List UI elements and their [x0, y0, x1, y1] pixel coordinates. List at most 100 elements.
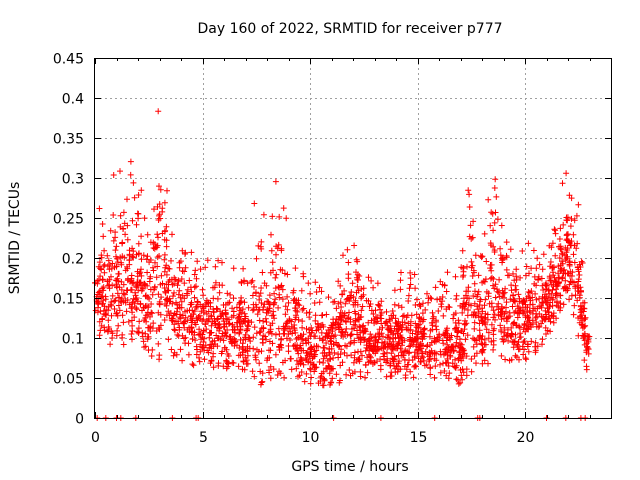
data-point: [158, 272, 165, 279]
data-point: [140, 252, 147, 259]
data-point: [368, 277, 375, 284]
data-point: [550, 310, 557, 317]
data-point: [106, 266, 113, 273]
data-point: [254, 311, 261, 318]
data-point: [543, 282, 550, 289]
data-point: [557, 307, 563, 314]
data-point: [471, 309, 478, 315]
data-point: [129, 328, 136, 334]
data-point: [181, 324, 188, 331]
data-point: [491, 185, 498, 191]
data-point: [571, 217, 578, 224]
data-point: [144, 231, 151, 238]
data-point: [208, 322, 215, 329]
data-point: [110, 212, 117, 218]
data-point: [182, 334, 189, 341]
data-point: [291, 296, 298, 303]
data-point: [464, 332, 471, 339]
data-point: [536, 323, 543, 330]
data-point: [151, 206, 157, 213]
data-point: [422, 348, 429, 355]
data-point: [194, 298, 201, 305]
data-point: [147, 286, 154, 293]
data-point: [392, 334, 399, 341]
data-point: [499, 287, 506, 294]
data-point: [403, 314, 410, 321]
data-point: [220, 337, 227, 344]
data-point: [219, 259, 225, 266]
data-point: [345, 275, 352, 282]
data-point: [258, 379, 265, 386]
data-point: [272, 351, 279, 358]
data-point: [214, 324, 221, 331]
data-point: [508, 356, 515, 363]
data-point: [157, 215, 164, 222]
data-point: [175, 320, 182, 327]
data-point: [399, 313, 406, 320]
data-point: [228, 338, 235, 345]
data-point: [156, 201, 163, 208]
data-point: [235, 314, 242, 321]
data-point: [114, 275, 121, 282]
data-point: [295, 301, 302, 308]
data-point: [165, 265, 172, 272]
data-point: [333, 371, 340, 378]
data-point: [491, 311, 498, 318]
data-point: [353, 269, 359, 276]
data-point: [199, 286, 206, 293]
data-point: [138, 266, 144, 273]
data-point: [464, 263, 470, 270]
data-point: [405, 350, 412, 357]
data-point: [352, 299, 359, 306]
data-point: [338, 346, 345, 353]
data-point: [539, 341, 545, 348]
data-point: [507, 296, 514, 303]
data-point: [116, 307, 123, 314]
data-point: [240, 358, 247, 365]
data-point: [200, 328, 207, 335]
data-point: [382, 320, 389, 327]
data-point: [149, 291, 156, 298]
data-point: [563, 232, 570, 239]
y-tick-label: 0: [75, 412, 84, 428]
data-point: [203, 326, 210, 333]
data-point: [513, 266, 520, 273]
data-point: [97, 308, 104, 315]
data-point: [174, 282, 181, 289]
data-point: [498, 222, 505, 229]
data-point: [478, 254, 485, 261]
data-point: [495, 306, 502, 313]
data-point: [124, 196, 130, 203]
data-point: [130, 254, 137, 261]
data-point: [266, 367, 272, 374]
data-point: [490, 346, 497, 353]
data-point: [444, 341, 451, 348]
data-point: [426, 333, 433, 340]
data-point: [493, 193, 500, 200]
data-point: [581, 323, 588, 330]
data-point: [562, 270, 569, 277]
data-point: [170, 293, 176, 300]
data-point: [364, 354, 371, 361]
data-point: [468, 368, 475, 375]
data-point: [556, 236, 563, 242]
data-point: [115, 322, 122, 329]
data-point: [307, 346, 314, 353]
y-tick-label: 0.35: [53, 132, 84, 148]
data-point: [189, 336, 196, 343]
data-point: [210, 284, 216, 291]
data-point: [205, 318, 212, 325]
data-point: [129, 303, 136, 310]
data-point: [513, 276, 520, 283]
data-point: [162, 288, 169, 295]
data-point: [453, 339, 460, 346]
data-point: [354, 283, 361, 290]
data-point: [510, 270, 516, 277]
data-point: [460, 355, 467, 361]
data-point: [574, 297, 581, 304]
data-point: [482, 310, 489, 317]
data-point: [397, 322, 404, 329]
data-point: [267, 328, 274, 335]
data-point: [129, 309, 136, 316]
data-point: [449, 344, 456, 351]
